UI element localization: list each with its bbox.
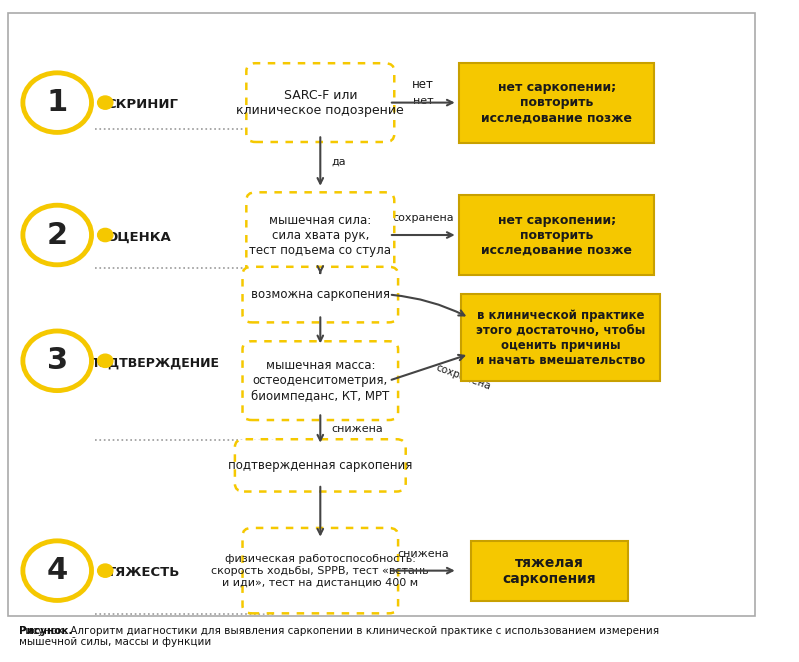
Text: ТЯЖЕСТЬ: ТЯЖЕСТЬ	[107, 566, 180, 579]
Text: SARC-F или
клиническое подозрение: SARC-F или клиническое подозрение	[237, 89, 404, 117]
Circle shape	[25, 333, 89, 389]
FancyBboxPatch shape	[461, 295, 660, 381]
Text: снижена: снижена	[332, 424, 384, 434]
Text: СКРИНИГ: СКРИНИГ	[107, 98, 179, 111]
Circle shape	[25, 543, 89, 598]
Circle shape	[97, 564, 113, 577]
Text: нет: нет	[412, 77, 434, 91]
FancyBboxPatch shape	[243, 267, 398, 322]
Text: 3: 3	[46, 346, 68, 375]
FancyBboxPatch shape	[246, 64, 394, 142]
FancyBboxPatch shape	[471, 540, 628, 601]
FancyBboxPatch shape	[243, 342, 398, 420]
Text: нет саркопении;
повторить
исследование позже: нет саркопении; повторить исследование п…	[481, 81, 632, 124]
FancyBboxPatch shape	[243, 528, 398, 613]
Circle shape	[97, 228, 113, 242]
FancyBboxPatch shape	[246, 193, 394, 278]
Text: нет саркопении;
повторить
исследование позже: нет саркопении; повторить исследование п…	[481, 214, 632, 256]
Text: сохранена: сохранена	[435, 363, 492, 392]
Text: в клинической практике
этого достаточно, чтобы
оценить причины
и начать вмешател: в клинической практике этого достаточно,…	[476, 308, 646, 367]
Text: подтвержденная саркопения: подтвержденная саркопения	[228, 459, 412, 472]
Text: нет: нет	[413, 96, 434, 106]
Text: сохранена: сохранена	[392, 213, 454, 223]
Text: снижена: снижена	[397, 549, 449, 559]
Circle shape	[97, 96, 113, 109]
FancyBboxPatch shape	[235, 440, 406, 492]
Text: ПОДТВЕРЖДЕНИЕ: ПОДТВЕРЖДЕНИЕ	[88, 356, 220, 369]
Text: Рисунок.: Рисунок.	[19, 626, 73, 636]
FancyBboxPatch shape	[8, 13, 755, 616]
Text: Рисунок. Алгоритм диагностики для выявления саркопении в клинической практике с : Рисунок. Алгоритм диагностики для выявле…	[19, 626, 659, 647]
Text: возможна саркопения: возможна саркопения	[251, 288, 390, 301]
Circle shape	[25, 75, 89, 130]
Circle shape	[25, 207, 89, 263]
Circle shape	[97, 354, 113, 367]
Text: мышечная сила:
сила хвата рук,
тест подъема со стула: мышечная сила: сила хвата рук, тест подъ…	[249, 214, 392, 256]
Text: 2: 2	[46, 220, 68, 250]
FancyBboxPatch shape	[459, 195, 654, 275]
Text: ОЦЕНКА: ОЦЕНКА	[107, 230, 172, 244]
Text: физическая работоспособность:
скорость ходьбы, SPPB, тест «встань
и иди», тест н: физическая работоспособность: скорость х…	[212, 554, 429, 587]
Text: мышечная масса:
остеоденситометрия,
биоимпеданс, КТ, МРТ: мышечная масса: остеоденситометрия, биои…	[251, 359, 389, 402]
Text: 1: 1	[46, 88, 68, 117]
Text: снижена: снижена	[332, 268, 384, 279]
FancyBboxPatch shape	[459, 63, 654, 143]
Text: тяжелая
саркопения: тяжелая саркопения	[503, 555, 596, 586]
Text: да: да	[332, 156, 346, 167]
Text: 4: 4	[46, 556, 68, 585]
